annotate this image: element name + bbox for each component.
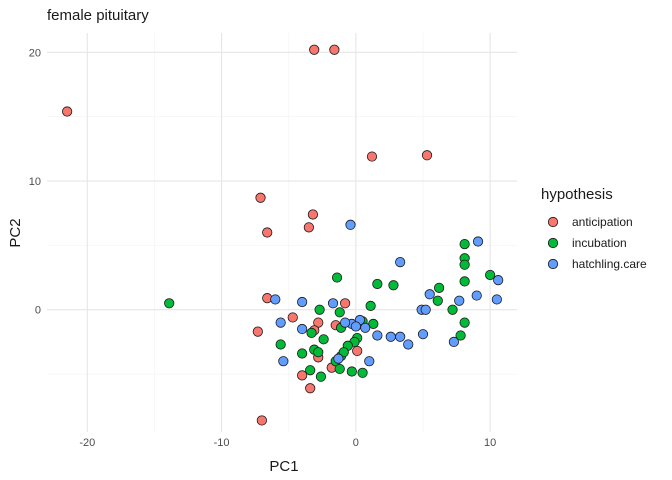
point-incubation [313, 347, 324, 358]
legend-label-hatchling-care: hatchling.care [572, 257, 647, 271]
point-incubation [459, 238, 470, 250]
x-tick-label: 10 [484, 437, 496, 449]
point-hatchling-care [491, 294, 502, 305]
point-anticipation [305, 383, 316, 394]
y-tick-label: 10 [29, 176, 41, 188]
point-hatchling-care [297, 296, 308, 308]
point-incubation [388, 280, 399, 291]
point-incubation [447, 304, 458, 315]
point-hatchling-care [364, 356, 375, 367]
point-anticipation [252, 326, 263, 337]
point-anticipation [287, 312, 298, 323]
point-hatchling-care [327, 298, 339, 309]
legend-label-anticipation: anticipation [572, 215, 633, 229]
point-anticipation [303, 222, 314, 233]
point-hatchling-care [340, 317, 351, 328]
point-hatchling-care [275, 317, 286, 328]
legend-key-hatchling-care [547, 258, 559, 270]
data-points [62, 44, 504, 426]
point-incubation [432, 295, 443, 306]
point-hatchling-care [385, 331, 396, 342]
tick-labels: -20 -10 0 10 0 10 20 [29, 47, 497, 449]
point-incubation [334, 307, 345, 318]
point-anticipation [329, 44, 340, 55]
point-incubation [372, 278, 383, 290]
point-hatchling-care [493, 275, 504, 286]
point-hatchling-care [270, 294, 281, 305]
point-hatchling-care [420, 304, 431, 315]
legend-label-incubation: incubation [572, 236, 627, 250]
point-hatchling-care [350, 321, 361, 332]
point-incubation [455, 330, 466, 341]
legend-key-anticipation [547, 216, 559, 228]
x-tick-label: -10 [214, 437, 230, 449]
point-hatchling-care [297, 323, 308, 335]
point-anticipation [262, 227, 273, 238]
point-incubation [334, 363, 345, 375]
point-incubation [459, 276, 470, 287]
x-tick-label: 0 [353, 437, 359, 449]
point-incubation [314, 304, 325, 315]
point-incubation [297, 348, 308, 359]
point-incubation [331, 272, 343, 283]
point-incubation [306, 327, 317, 338]
point-hatchling-care [403, 339, 414, 350]
legend-key-incubation [547, 237, 559, 249]
x-tick-label: -20 [79, 437, 95, 449]
point-hatchling-care [424, 289, 435, 300]
point-incubation [318, 334, 329, 345]
point-hatchling-care [395, 331, 406, 342]
point-anticipation [255, 192, 266, 203]
grid [47, 33, 517, 432]
point-incubation [315, 371, 327, 382]
point-incubation [485, 269, 496, 281]
point-hatchling-care [472, 236, 484, 247]
point-hatchling-care [333, 353, 344, 364]
point-hatchling-care [345, 219, 356, 230]
point-hatchling-care [372, 330, 383, 341]
point-anticipation [421, 150, 433, 161]
point-hatchling-care [278, 356, 289, 367]
point-hatchling-care [454, 295, 465, 306]
point-hatchling-care [471, 290, 482, 301]
point-incubation [346, 366, 357, 377]
point-anticipation [307, 209, 318, 220]
y-axis-label: PC2 [7, 218, 24, 247]
point-anticipation [366, 151, 378, 162]
point-anticipation [297, 370, 308, 381]
point-incubation [357, 367, 368, 378]
point-anticipation [340, 298, 351, 309]
point-incubation [275, 339, 286, 350]
point-incubation [459, 259, 470, 270]
legend-title: hypothesis [541, 186, 613, 203]
point-anticipation [352, 345, 363, 357]
legend: hypothesis anticipation incubation hatchli… [541, 186, 647, 271]
point-incubation [305, 365, 316, 376]
point-incubation [368, 318, 379, 329]
point-incubation [459, 317, 470, 328]
point-hatchling-care [448, 336, 459, 348]
point-anticipation [309, 44, 320, 55]
point-incubation [164, 298, 175, 309]
chart-title: female pituitary [47, 7, 149, 24]
x-axis-label: PC1 [269, 458, 298, 475]
point-hatchling-care [417, 329, 429, 340]
y-tick-label: 0 [35, 305, 41, 317]
point-anticipation [62, 106, 73, 117]
point-hatchling-care [395, 257, 406, 268]
point-incubation [365, 300, 376, 311]
point-hatchling-care [360, 322, 371, 333]
point-anticipation [256, 415, 267, 426]
y-tick-label: 20 [29, 47, 41, 59]
point-incubation [434, 282, 445, 293]
